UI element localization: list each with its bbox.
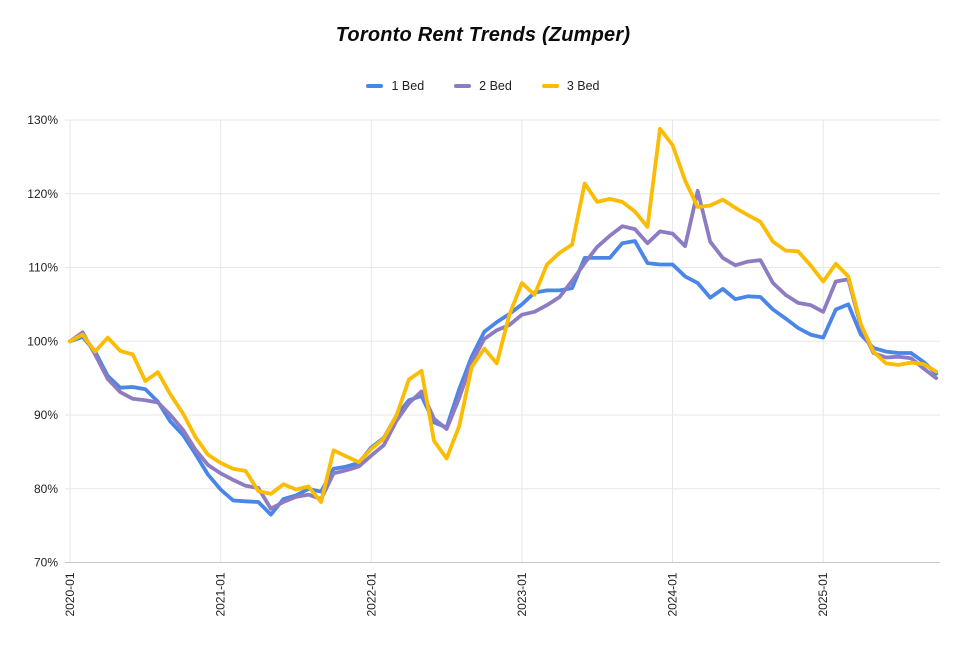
- svg-text:70%: 70%: [34, 556, 58, 570]
- legend-swatch: [366, 84, 384, 88]
- svg-text:100%: 100%: [27, 334, 58, 348]
- svg-text:2022-01: 2022-01: [364, 572, 378, 616]
- legend-label-1bed: 1 Bed: [391, 79, 425, 93]
- svg-text:90%: 90%: [34, 408, 58, 422]
- svg-text:130%: 130%: [27, 113, 58, 127]
- legend-label-2bed: 2 Bed: [479, 79, 512, 93]
- svg-text:2023-01: 2023-01: [515, 572, 529, 616]
- chart-legend: 1 Bed 2 Bed 3 Bed: [0, 79, 966, 93]
- svg-text:110%: 110%: [28, 261, 58, 275]
- legend-item-2bed: 2 Bed: [454, 79, 512, 93]
- svg-text:2024-01: 2024-01: [666, 572, 680, 616]
- legend-label-3bed: 3 Bed: [566, 79, 600, 93]
- svg-text:2020-01: 2020-01: [63, 572, 77, 616]
- chart-title: Toronto Rent Trends (Zumper): [335, 24, 631, 46]
- legend-item-3bed: 3 Bed: [541, 79, 600, 93]
- svg-text:120%: 120%: [27, 187, 58, 201]
- svg-text:80%: 80%: [34, 482, 58, 496]
- svg-text:2021-01: 2021-01: [214, 572, 228, 616]
- legend-swatch: [541, 84, 559, 88]
- legend-item-1bed: 1 Bed: [366, 79, 424, 93]
- legend-swatch: [454, 84, 472, 88]
- svg-text:2025-01: 2025-01: [816, 572, 830, 616]
